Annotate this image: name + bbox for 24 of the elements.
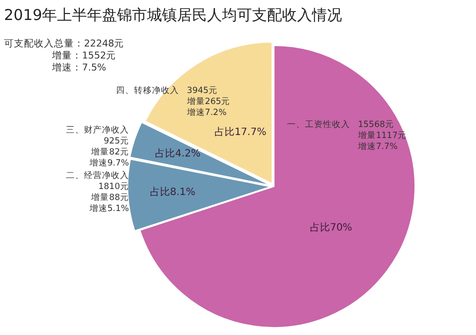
slice-label: 一、工资性收入 (286, 119, 350, 130)
text: 增量1117元 (358, 131, 407, 142)
chart-title: 2019年上半年盘锦市城镇居民人均可支配收入情况 (4, 6, 342, 24)
text: 增速7.2% (186, 108, 227, 118)
text: 占比8.1% (150, 187, 196, 198)
text: 增速：7.5% (51, 61, 106, 74)
slice-label: 二、经营净收入 (66, 170, 129, 181)
text: 增量82元 (91, 147, 129, 158)
text: 可支配收入总量：22248元 (4, 37, 124, 50)
text: 占比17.7% (214, 127, 266, 138)
text: 增量：1552元 (51, 49, 116, 62)
text: 增速5.1% (89, 204, 129, 214)
text: 增量88元 (91, 192, 129, 203)
text: 增量265元 (186, 96, 230, 107)
data-label: 1810元 (98, 180, 129, 192)
slice-label: 四、转移净收入 (116, 84, 179, 96)
data-label: 3945元 (186, 84, 218, 96)
data-label: 15568元 (358, 119, 394, 130)
text: 占比70% (310, 222, 352, 234)
data-label: 925元 (104, 135, 129, 146)
text: 增速7.7% (358, 142, 398, 152)
text: 占比4.2% (155, 148, 201, 160)
text: 增速9.7% (89, 158, 129, 168)
slice-label: 三、财产净收入 (66, 124, 129, 136)
